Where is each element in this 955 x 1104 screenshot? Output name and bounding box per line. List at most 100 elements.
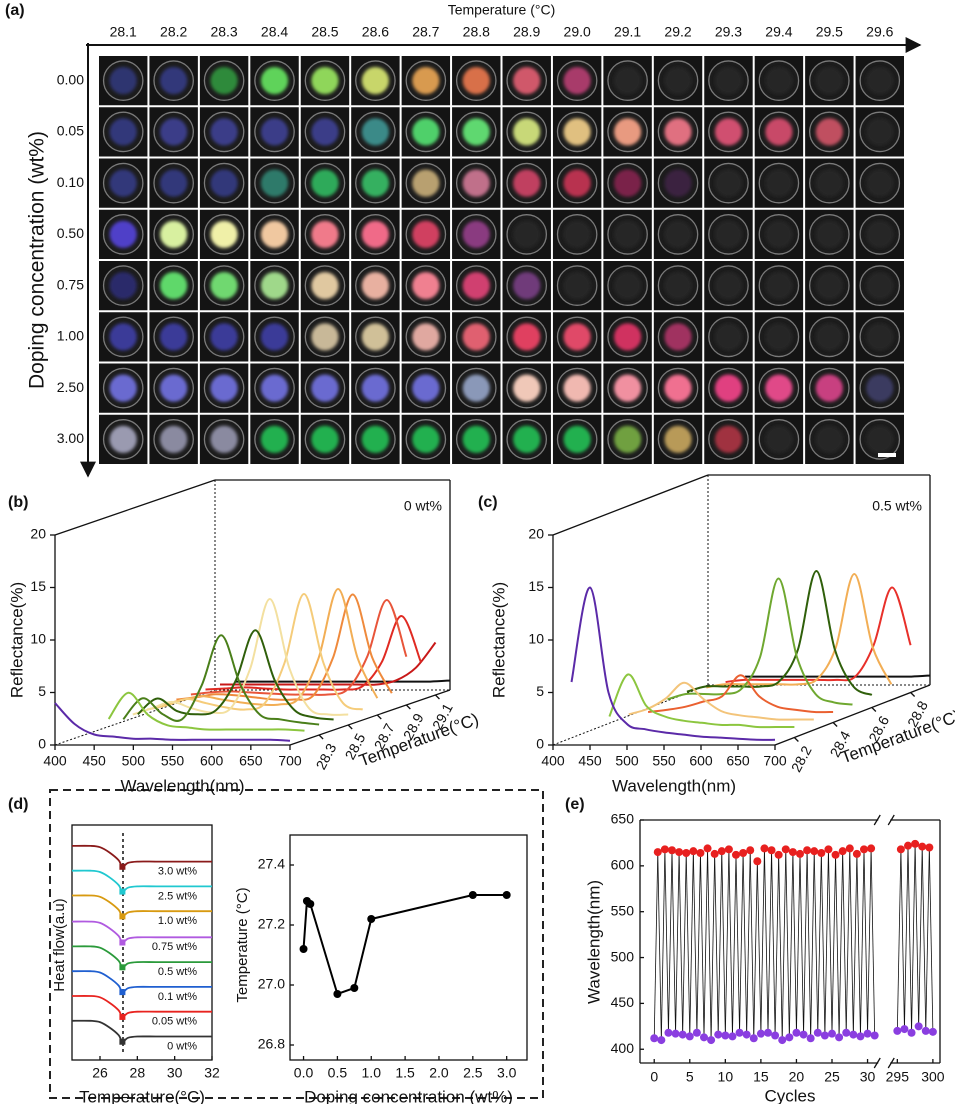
data-point [660, 845, 669, 854]
sample-color [664, 323, 692, 351]
sample-color [462, 374, 490, 402]
y-tick-label: 5 [536, 683, 544, 699]
data-point [760, 844, 769, 853]
data-point [870, 1031, 879, 1040]
cycle-line [831, 854, 836, 1034]
axis-break [873, 1057, 881, 1069]
spectrum [745, 674, 931, 678]
sample-color [412, 425, 440, 453]
sample-color [260, 220, 289, 248]
data-point [746, 846, 755, 855]
annotation: 0.5 wt% [872, 498, 922, 514]
sample-color [462, 169, 490, 197]
sample-color [765, 425, 793, 453]
sample-color [815, 220, 843, 248]
panel-d-frame [49, 789, 544, 1099]
data-point [299, 945, 308, 953]
cycle-line [692, 851, 698, 1033]
sample-color [563, 67, 591, 95]
sample-color [613, 169, 642, 197]
data-point [767, 846, 776, 855]
sample-color [210, 169, 238, 197]
sample-color [109, 425, 137, 453]
sample-color [714, 323, 743, 351]
z-tick-label: 28.3 [312, 740, 339, 772]
sample-color [210, 425, 238, 453]
cycle-line [900, 849, 905, 1030]
sample-color [563, 323, 591, 351]
cycle-line [842, 851, 847, 1033]
cycle-line [870, 848, 876, 1036]
sample-color [714, 67, 743, 95]
x-axis-title: Cycles [764, 1086, 815, 1104]
y-tick-label: 27.2 [258, 916, 285, 932]
x-axis-title: Wavelength(nm) [120, 776, 244, 795]
cycle-line [671, 850, 676, 1034]
x-axis-title: Temperature (°C) [448, 2, 556, 18]
sample-color [664, 220, 692, 248]
sample-color [613, 67, 642, 95]
cycle-line [911, 843, 916, 1033]
y-tick-label: 27.0 [258, 976, 285, 992]
row-label: 1.00 [57, 328, 84, 344]
sample-color [613, 272, 642, 300]
axis [774, 684, 931, 746]
y-tick-label: 0 [38, 736, 46, 752]
cycle-line [860, 849, 865, 1037]
panel-label: (b) [8, 494, 28, 511]
cycle-line [810, 851, 815, 1039]
sample-color [260, 272, 289, 300]
box-edge [54, 479, 216, 536]
spectrum [122, 634, 320, 726]
sample-color [513, 425, 541, 453]
sample-color [311, 425, 339, 453]
z-tick [434, 694, 440, 700]
cycle-line [728, 849, 733, 1037]
spectrum [147, 592, 363, 711]
spectrum [107, 691, 305, 732]
row-label: 0.50 [57, 225, 84, 241]
cycle-line [928, 847, 934, 1032]
data-line [302, 894, 507, 996]
sample-color [815, 272, 843, 300]
column-label: 28.5 [311, 24, 338, 40]
x-tick-label: 15 [753, 1069, 769, 1085]
sample-color [765, 169, 793, 197]
sample-color [664, 67, 692, 95]
x-tick-label: 400 [541, 753, 565, 769]
data-point [806, 1034, 815, 1043]
x-tick-label: 30 [860, 1069, 876, 1085]
cycle-line [657, 852, 662, 1041]
y-tick-label: 650 [611, 811, 635, 827]
scale-bar [878, 453, 896, 457]
x-tick-label: 650 [726, 753, 750, 769]
column-label: 28.7 [412, 24, 439, 40]
cycle-line [760, 848, 765, 1034]
data-point [824, 845, 833, 854]
data-point [788, 848, 797, 857]
data-point [735, 1028, 744, 1037]
spectrum [137, 629, 334, 721]
spectrum [628, 681, 814, 721]
spectrum [54, 702, 291, 742]
data-point [650, 1034, 659, 1043]
sample-color [311, 67, 339, 95]
z-tick [910, 692, 916, 697]
cycle-line [813, 851, 819, 1033]
sample-color [412, 169, 440, 197]
sample-color [815, 323, 843, 351]
sample-color [361, 118, 390, 146]
x-tick-label: 700 [763, 753, 787, 769]
column-label: 29.2 [664, 24, 691, 40]
data-point [828, 1029, 836, 1038]
sample-color [664, 272, 692, 300]
data-point [675, 848, 684, 857]
column-label: 29.5 [816, 24, 843, 40]
x-tick-label: 0.5 [328, 1065, 348, 1081]
x-tick-label: 3.0 [497, 1065, 517, 1081]
spectrum [132, 597, 349, 716]
y-axis-title: Heat flow(a.u) [51, 898, 68, 991]
cycle-line [664, 849, 669, 1033]
sample-color [361, 67, 390, 95]
sample-color [613, 323, 642, 351]
